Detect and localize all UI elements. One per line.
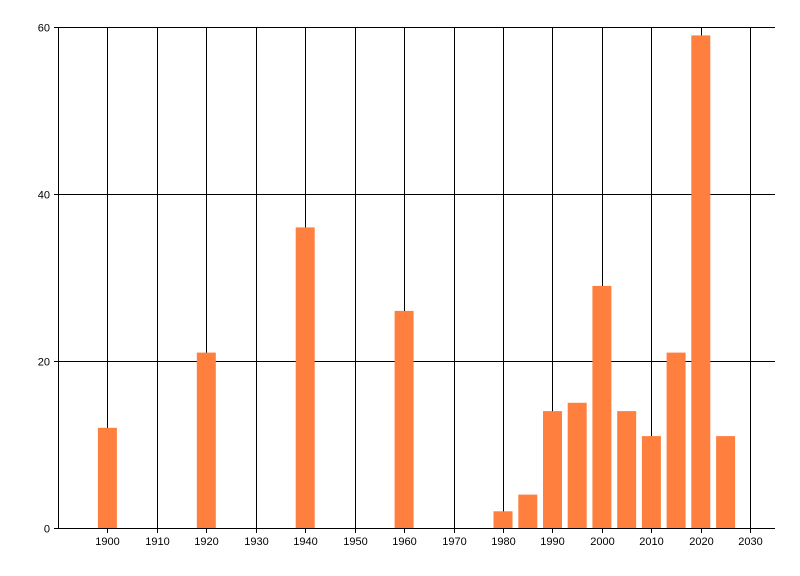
- x-tick-label: 1920: [194, 536, 218, 548]
- x-tick-label: 1980: [491, 536, 515, 548]
- bar: [518, 494, 538, 528]
- x-tick-label: 2000: [590, 536, 614, 548]
- bar: [493, 511, 513, 528]
- bar: [617, 411, 637, 528]
- x-tick-label: 1970: [442, 536, 466, 548]
- x-tick-label: 1950: [343, 536, 367, 548]
- bar: [666, 352, 686, 528]
- x-tick-label: 2020: [689, 536, 713, 548]
- x-tick-label: 1900: [95, 536, 119, 548]
- bar: [543, 411, 562, 528]
- y-tick-label: 0: [44, 524, 50, 536]
- bar: [691, 35, 711, 529]
- bar: [716, 436, 736, 528]
- x-tick-label: 1990: [540, 536, 564, 548]
- x-tick-label: 1960: [392, 536, 416, 548]
- axes: [54, 27, 775, 533]
- bar: [567, 402, 587, 529]
- bars: [97, 35, 736, 529]
- bar: [641, 436, 661, 528]
- y-tick-label: 20: [38, 357, 50, 369]
- y-tick-label: 40: [38, 190, 50, 202]
- x-tick-label: 1940: [293, 536, 317, 548]
- bar: [196, 352, 216, 528]
- bar: [394, 310, 414, 528]
- x-tick-label: 2010: [639, 536, 663, 548]
- bar: [592, 285, 612, 528]
- bar: [295, 227, 315, 528]
- x-tick-label: 2030: [738, 536, 762, 548]
- y-tick-label: 60: [38, 23, 50, 35]
- x-tick-label: 1910: [145, 536, 169, 548]
- bar: [97, 427, 117, 528]
- x-tick-label: 1930: [244, 536, 268, 548]
- tick-labels: 0 20 40 60 1900 1910 1920 1930 1940 1950 1960 1970 1…: [38, 23, 763, 549]
